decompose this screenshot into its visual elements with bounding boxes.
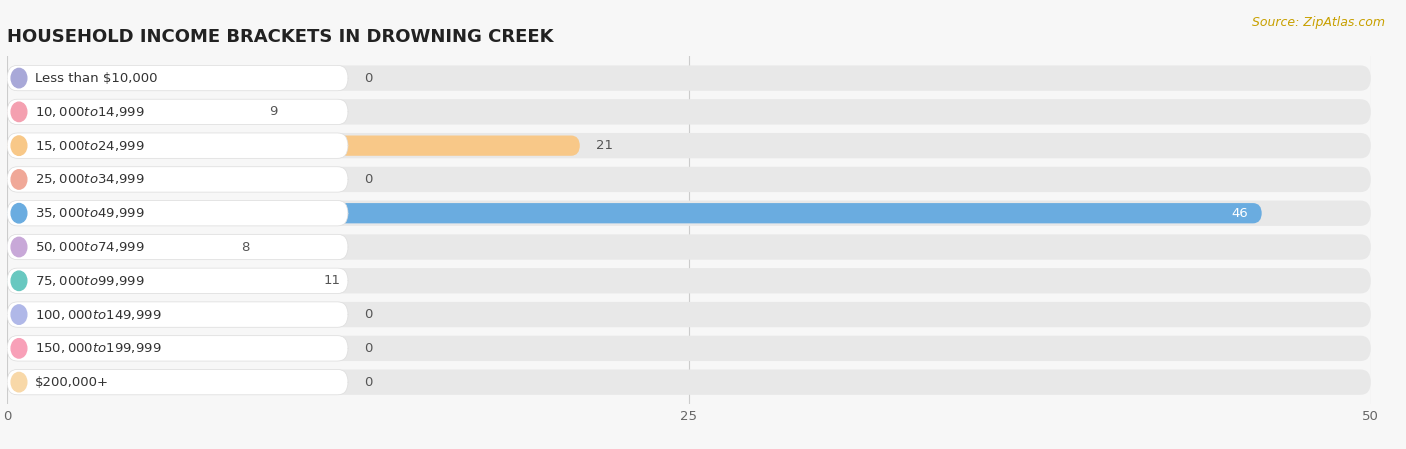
Text: 0: 0 bbox=[364, 71, 373, 84]
Text: Less than $10,000: Less than $10,000 bbox=[35, 71, 157, 84]
FancyBboxPatch shape bbox=[7, 268, 347, 294]
Text: $15,000 to $24,999: $15,000 to $24,999 bbox=[35, 139, 145, 153]
Text: Source: ZipAtlas.com: Source: ZipAtlas.com bbox=[1251, 16, 1385, 29]
FancyBboxPatch shape bbox=[7, 167, 1371, 192]
FancyBboxPatch shape bbox=[7, 234, 1371, 260]
FancyBboxPatch shape bbox=[7, 370, 1371, 395]
Circle shape bbox=[11, 237, 27, 257]
Text: $75,000 to $99,999: $75,000 to $99,999 bbox=[35, 274, 145, 288]
FancyBboxPatch shape bbox=[7, 136, 579, 156]
Text: $10,000 to $14,999: $10,000 to $14,999 bbox=[35, 105, 145, 119]
Text: $150,000 to $199,999: $150,000 to $199,999 bbox=[35, 341, 162, 355]
FancyBboxPatch shape bbox=[7, 133, 1371, 158]
FancyBboxPatch shape bbox=[7, 201, 347, 226]
Text: 46: 46 bbox=[1232, 207, 1249, 220]
Text: 11: 11 bbox=[323, 274, 340, 287]
Circle shape bbox=[11, 339, 27, 358]
Circle shape bbox=[11, 136, 27, 155]
Text: HOUSEHOLD INCOME BRACKETS IN DROWNING CREEK: HOUSEHOLD INCOME BRACKETS IN DROWNING CR… bbox=[7, 28, 554, 46]
Circle shape bbox=[11, 271, 27, 291]
Text: 0: 0 bbox=[364, 173, 373, 186]
Circle shape bbox=[11, 305, 27, 324]
FancyBboxPatch shape bbox=[7, 268, 1371, 294]
FancyBboxPatch shape bbox=[7, 99, 1371, 124]
Text: $100,000 to $149,999: $100,000 to $149,999 bbox=[35, 308, 162, 321]
Text: $25,000 to $34,999: $25,000 to $34,999 bbox=[35, 172, 145, 186]
Circle shape bbox=[11, 372, 27, 392]
Text: 0: 0 bbox=[364, 308, 373, 321]
Text: 0: 0 bbox=[364, 376, 373, 389]
Circle shape bbox=[11, 170, 27, 189]
Circle shape bbox=[11, 203, 27, 223]
FancyBboxPatch shape bbox=[7, 133, 347, 158]
FancyBboxPatch shape bbox=[7, 201, 1371, 226]
FancyBboxPatch shape bbox=[7, 370, 347, 395]
Text: $35,000 to $49,999: $35,000 to $49,999 bbox=[35, 206, 145, 220]
FancyBboxPatch shape bbox=[7, 336, 347, 361]
Text: 0: 0 bbox=[364, 342, 373, 355]
FancyBboxPatch shape bbox=[7, 102, 253, 122]
FancyBboxPatch shape bbox=[7, 237, 225, 257]
FancyBboxPatch shape bbox=[7, 66, 347, 91]
FancyBboxPatch shape bbox=[7, 203, 1261, 223]
FancyBboxPatch shape bbox=[7, 302, 347, 327]
Text: 21: 21 bbox=[596, 139, 613, 152]
Circle shape bbox=[11, 68, 27, 88]
Text: $50,000 to $74,999: $50,000 to $74,999 bbox=[35, 240, 145, 254]
Text: $200,000+: $200,000+ bbox=[35, 376, 110, 389]
FancyBboxPatch shape bbox=[7, 234, 347, 260]
FancyBboxPatch shape bbox=[7, 66, 1371, 91]
Text: 8: 8 bbox=[242, 241, 250, 254]
FancyBboxPatch shape bbox=[7, 99, 347, 124]
FancyBboxPatch shape bbox=[7, 271, 307, 291]
Text: 9: 9 bbox=[269, 106, 277, 119]
FancyBboxPatch shape bbox=[7, 167, 347, 192]
FancyBboxPatch shape bbox=[7, 336, 1371, 361]
Circle shape bbox=[11, 102, 27, 122]
FancyBboxPatch shape bbox=[7, 302, 1371, 327]
